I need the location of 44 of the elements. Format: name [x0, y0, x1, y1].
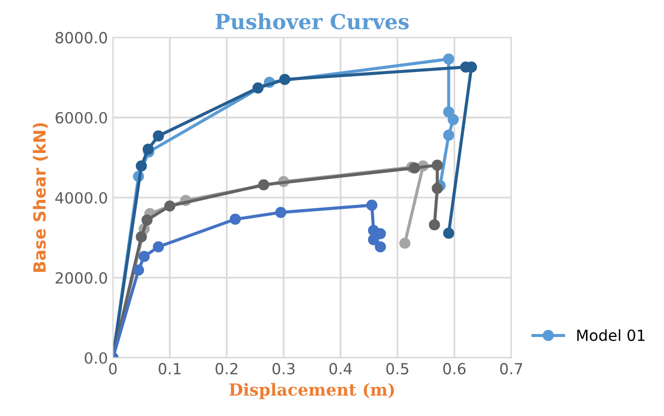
x-axis-title: Displacement (m) — [229, 382, 394, 400]
point — [141, 214, 153, 226]
y-tick-label: 2000.0 — [56, 272, 108, 284]
point — [152, 241, 164, 252]
y-tick-label: 6000.0 — [56, 112, 108, 124]
point — [443, 130, 454, 141]
point — [136, 231, 147, 242]
point — [230, 214, 241, 225]
point — [132, 264, 144, 276]
point — [152, 130, 164, 142]
y-axis-title: Base Shear (kN) — [32, 123, 48, 272]
point — [275, 206, 286, 218]
point — [408, 162, 420, 174]
legend-label: Model 01 — [577, 329, 645, 342]
point — [399, 238, 410, 249]
y-tick-label: 8000.0 — [56, 32, 108, 44]
point — [368, 234, 380, 246]
x-tick-label: 0.5 — [386, 362, 408, 374]
point — [252, 82, 264, 94]
point — [142, 144, 154, 155]
x-tick-label: 0.3 — [272, 362, 295, 374]
point — [448, 114, 459, 126]
x-tick-label: 0.1 — [158, 362, 181, 374]
point — [258, 179, 270, 190]
chart-title: Pushover Curves — [216, 13, 409, 30]
point — [432, 160, 443, 171]
y-tick-label: 0.0 — [84, 352, 108, 364]
point — [136, 160, 147, 172]
x-tick-label: 0.6 — [443, 362, 466, 374]
point — [164, 200, 176, 212]
point — [443, 106, 454, 118]
point — [366, 200, 378, 211]
x-tick-label: 0 — [109, 362, 117, 374]
point — [432, 182, 443, 194]
point — [428, 219, 440, 230]
x-tick-label: 0.4 — [329, 362, 352, 374]
point — [138, 250, 150, 262]
point — [279, 74, 290, 86]
point — [374, 241, 386, 252]
x-tick-label: 0.7 — [500, 362, 522, 374]
x-tick-label: 0.2 — [216, 362, 238, 374]
y-tick-label: 4000.0 — [55, 192, 108, 204]
point — [443, 228, 454, 239]
point — [443, 54, 454, 65]
